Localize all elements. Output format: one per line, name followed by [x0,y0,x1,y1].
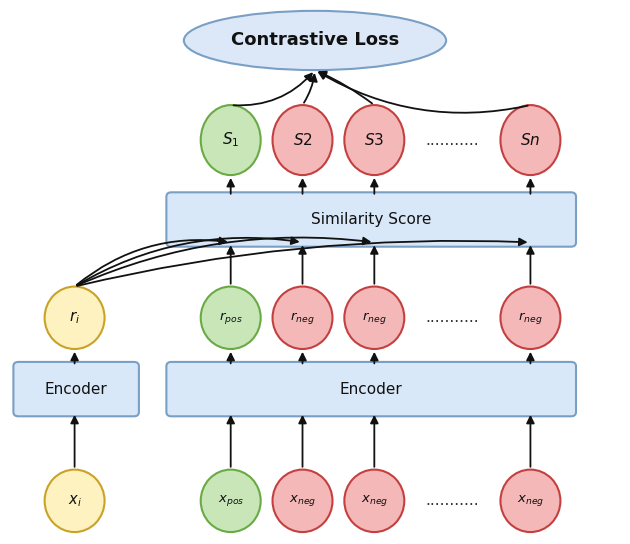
Ellipse shape [345,469,404,532]
Text: ...........: ........... [426,133,479,147]
Text: $S2$: $S2$ [292,132,312,148]
Ellipse shape [345,105,404,175]
Text: ...........: ........... [426,310,479,325]
Ellipse shape [500,287,561,349]
Text: $r_{neg}$: $r_{neg}$ [290,310,315,326]
Text: $Sn$: $Sn$ [520,132,541,148]
FancyBboxPatch shape [166,193,576,246]
FancyBboxPatch shape [166,362,576,416]
Text: Similarity Score: Similarity Score [311,212,432,227]
Text: $x_i$: $x_i$ [67,493,81,509]
Ellipse shape [273,105,333,175]
Text: Encoder: Encoder [45,381,108,397]
Text: $x_{neg}$: $x_{neg}$ [517,493,544,508]
Ellipse shape [345,287,404,349]
FancyBboxPatch shape [13,362,139,416]
Text: Encoder: Encoder [340,381,403,397]
Text: $S_1$: $S_1$ [222,131,239,150]
Text: $r_i$: $r_i$ [69,310,80,326]
Ellipse shape [45,469,105,532]
Ellipse shape [273,469,333,532]
Text: $r_{pos}$: $r_{pos}$ [219,310,243,326]
Text: $x_{neg}$: $x_{neg}$ [361,493,388,508]
Ellipse shape [184,11,446,70]
Ellipse shape [201,105,261,175]
Text: $S3$: $S3$ [364,132,384,148]
Text: Contrastive Loss: Contrastive Loss [231,32,399,50]
Text: $x_{pos}$: $x_{pos}$ [217,493,244,508]
Ellipse shape [45,287,105,349]
Text: $r_{neg}$: $r_{neg}$ [362,310,387,326]
Ellipse shape [201,469,261,532]
Ellipse shape [273,287,333,349]
Ellipse shape [500,105,561,175]
Text: ...........: ........... [426,493,479,508]
Text: $x_{neg}$: $x_{neg}$ [289,493,316,508]
Text: $r_{neg}$: $r_{neg}$ [518,310,542,326]
Ellipse shape [201,287,261,349]
Ellipse shape [500,469,561,532]
